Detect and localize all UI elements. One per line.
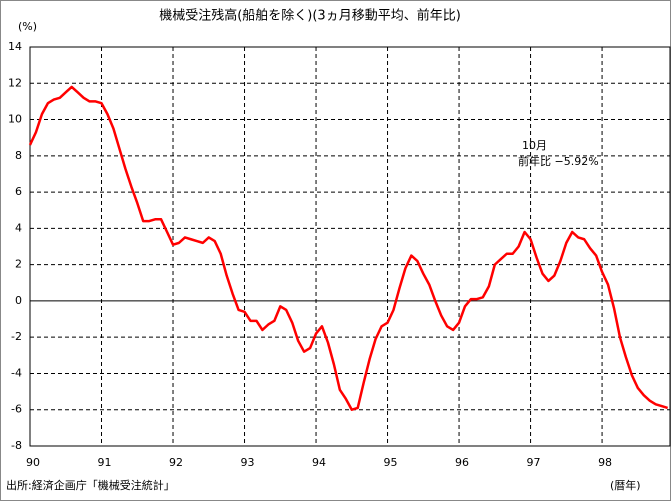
x-tick-label: 94 (312, 456, 326, 469)
y-tick-label: 12 (8, 76, 22, 89)
chart-title: 機械受注残高(船舶を除く)(3ヵ月移動平均、前年比) (159, 8, 461, 24)
x-tick-label: 97 (527, 456, 541, 469)
x-tick-label: 96 (455, 456, 469, 469)
source: 出所:経済企画庁「機械受注統計」 (6, 478, 175, 492)
x-tick-label: 92 (169, 456, 183, 469)
annotation: 前年比 −5.92% (518, 154, 599, 168)
y-tick-label: 8 (15, 149, 22, 162)
y-tick-label: -8 (11, 439, 22, 452)
y-tick-label: 6 (15, 185, 22, 198)
y-tick-label: 4 (15, 221, 22, 234)
annotation: 10月 (522, 139, 547, 152)
x-tick-label: 93 (241, 456, 255, 469)
x-unit: (暦年) (610, 478, 641, 492)
x-tick-label: 91 (98, 456, 112, 469)
y-tick-label: 2 (15, 258, 22, 271)
x-tick-label: 98 (598, 456, 612, 469)
x-tick-label: 90 (26, 456, 40, 469)
y-tick-label: -6 (11, 403, 22, 416)
y-tick-label: 0 (15, 294, 22, 307)
y-tick-label: 10 (8, 113, 22, 126)
data-line (28, 85, 669, 411)
y-tick-label: -2 (11, 330, 22, 343)
y-unit: (%) (18, 20, 37, 33)
y-tick-label: 14 (8, 40, 22, 53)
y-tick-label: -4 (11, 366, 22, 379)
x-tick-label: 95 (384, 456, 398, 469)
